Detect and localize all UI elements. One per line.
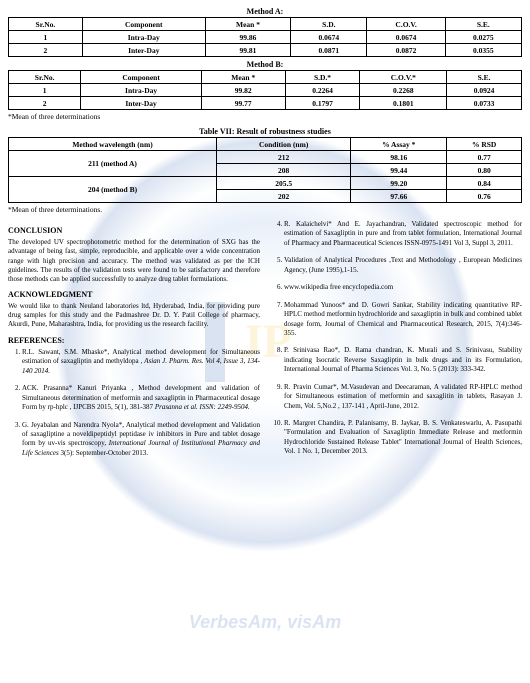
table-row: 204 (method B)205.599.200.84 <box>9 177 522 190</box>
table-cell: 0.0872 <box>367 44 445 57</box>
table-header: Sr.No. <box>9 71 81 84</box>
table-row: 1Intra-Day99.860.06740.06740.0275 <box>9 31 522 44</box>
methodA-title: Method A: <box>8 7 522 16</box>
footnote-1: *Mean of three determinations <box>8 112 522 121</box>
table-cell: 99.86 <box>205 31 291 44</box>
table-cell: 2 <box>9 97 81 110</box>
table-header: Sr.No. <box>9 18 83 31</box>
table-cell: 0.76 <box>447 190 522 203</box>
table-cell: 0.2268 <box>360 84 447 97</box>
reference-item: ACK. Prasanna* Kanuri Priyanka , Method … <box>22 384 260 412</box>
ack-heading: ACKNOWLEDGMENT <box>8 290 260 300</box>
table-header: S.E. <box>445 18 521 31</box>
table-header: Mean * <box>205 18 291 31</box>
conclusion-heading: CONCLUSION <box>8 226 260 236</box>
table-cell: 97.66 <box>351 190 447 203</box>
table-cell: 204 (method B) <box>9 177 217 203</box>
table-header: % Assay * <box>351 138 447 151</box>
page-content: Method A: Sr.No.ComponentMean *S.D.C.O.V… <box>0 0 530 470</box>
table-cell: 0.0355 <box>445 44 521 57</box>
footnote-2: *Mean of three determinations. <box>8 205 522 214</box>
table-cell: 99.20 <box>351 177 447 190</box>
table-cell: Inter-Day <box>82 44 205 57</box>
conclusion-text: The developed UV spectrophotometric meth… <box>8 238 260 283</box>
table-header: S.D.* <box>285 71 360 84</box>
table-header: Method wavelength (nm) <box>9 138 217 151</box>
references-right: R. Kalaichelvi* And E. Jayachandran, Val… <box>270 220 522 457</box>
reference-item: Validation of Analytical Procedures ,Tex… <box>284 256 522 275</box>
table-row: 2Inter-Day99.810.08710.08720.0355 <box>9 44 522 57</box>
table-cell: 0.0871 <box>291 44 367 57</box>
table-header: C.O.V.* <box>360 71 447 84</box>
references-left: R.L. Sawant, S.M. Mhaske*, Analytical me… <box>8 348 260 458</box>
reference-item: Mohammad Yunoos* and D. Gowri Sankar, St… <box>284 301 522 339</box>
table-header: S.D. <box>291 18 367 31</box>
table-cell: 211 (method A) <box>9 151 217 177</box>
watermark-banner: VerbesAm, visAm <box>189 612 341 633</box>
table-header: S.E. <box>447 71 522 84</box>
table-cell: 212 <box>217 151 351 164</box>
table-header: C.O.V. <box>367 18 445 31</box>
table7: Method wavelength (nm)Condition (nm)% As… <box>8 137 522 203</box>
table-header: Component <box>82 18 205 31</box>
table-cell: 0.0674 <box>291 31 367 44</box>
left-column: CONCLUSION The developed UV spectrophoto… <box>8 220 260 466</box>
methodB-title: Method B: <box>8 60 522 69</box>
table-cell: 0.77 <box>447 151 522 164</box>
table-header: % RSD <box>447 138 522 151</box>
table-cell: 99.44 <box>351 164 447 177</box>
right-column: R. Kalaichelvi* And E. Jayachandran, Val… <box>270 220 522 466</box>
table-cell: 0.80 <box>447 164 522 177</box>
methodB-table: Sr.No.ComponentMean *S.D.*C.O.V.*S.E. 1I… <box>8 70 522 110</box>
reference-item: R.L. Sawant, S.M. Mhaske*, Analytical me… <box>22 348 260 376</box>
ack-text: We would like to thank Neuland laborator… <box>8 302 260 329</box>
table-cell: 208 <box>217 164 351 177</box>
table-cell: 99.82 <box>201 84 285 97</box>
table-cell: 205.5 <box>217 177 351 190</box>
table-cell: 98.16 <box>351 151 447 164</box>
table-cell: 99.81 <box>205 44 291 57</box>
table-cell: 0.0275 <box>445 31 521 44</box>
table-header: Component <box>81 71 201 84</box>
reference-item: www.wikipedia free encyclopedia.com <box>284 283 522 292</box>
table-cell: 0.2264 <box>285 84 360 97</box>
table-cell: Intra-Day <box>82 31 205 44</box>
table-cell: 1 <box>9 84 81 97</box>
methodA-table: Sr.No.ComponentMean *S.D.C.O.V.S.E. 1Int… <box>8 17 522 57</box>
reference-item: R. Pravin Cumar*, M.Vasudevan and Deecar… <box>284 383 522 411</box>
reference-item: R. Kalaichelvi* And E. Jayachandran, Val… <box>284 220 522 248</box>
table-header: Condition (nm) <box>217 138 351 151</box>
table-cell: 0.0733 <box>447 97 522 110</box>
table-cell: Intra-Day <box>81 84 201 97</box>
table-cell: 0.84 <box>447 177 522 190</box>
table-cell: 0.0924 <box>447 84 522 97</box>
table7-title: Table VII: Result of robustness studies <box>8 127 522 136</box>
table-cell: 0.0674 <box>367 31 445 44</box>
reference-item: P. Srinivasa Rao*, D. Rama chandran, K. … <box>284 346 522 374</box>
table-cell: 202 <box>217 190 351 203</box>
reference-item: G. Jeyabalan and Narendra Nyola*, Analyt… <box>22 421 260 459</box>
table-cell: 1 <box>9 31 83 44</box>
table-header: Mean * <box>201 71 285 84</box>
table-cell: 0.1797 <box>285 97 360 110</box>
references-heading: REFERENCES: <box>8 336 260 346</box>
table-cell: 0.1801 <box>360 97 447 110</box>
table-cell: 99.77 <box>201 97 285 110</box>
table-row: 1Intra-Day99.820.22640.22680.0924 <box>9 84 522 97</box>
reference-item: R. Margret Chandira, P. Palanisamy, B. J… <box>284 419 522 457</box>
table-row: 211 (method A)21298.160.77 <box>9 151 522 164</box>
table-cell: Inter-Day <box>81 97 201 110</box>
table-row: 2Inter-Day99.770.17970.18010.0733 <box>9 97 522 110</box>
table-cell: 2 <box>9 44 83 57</box>
